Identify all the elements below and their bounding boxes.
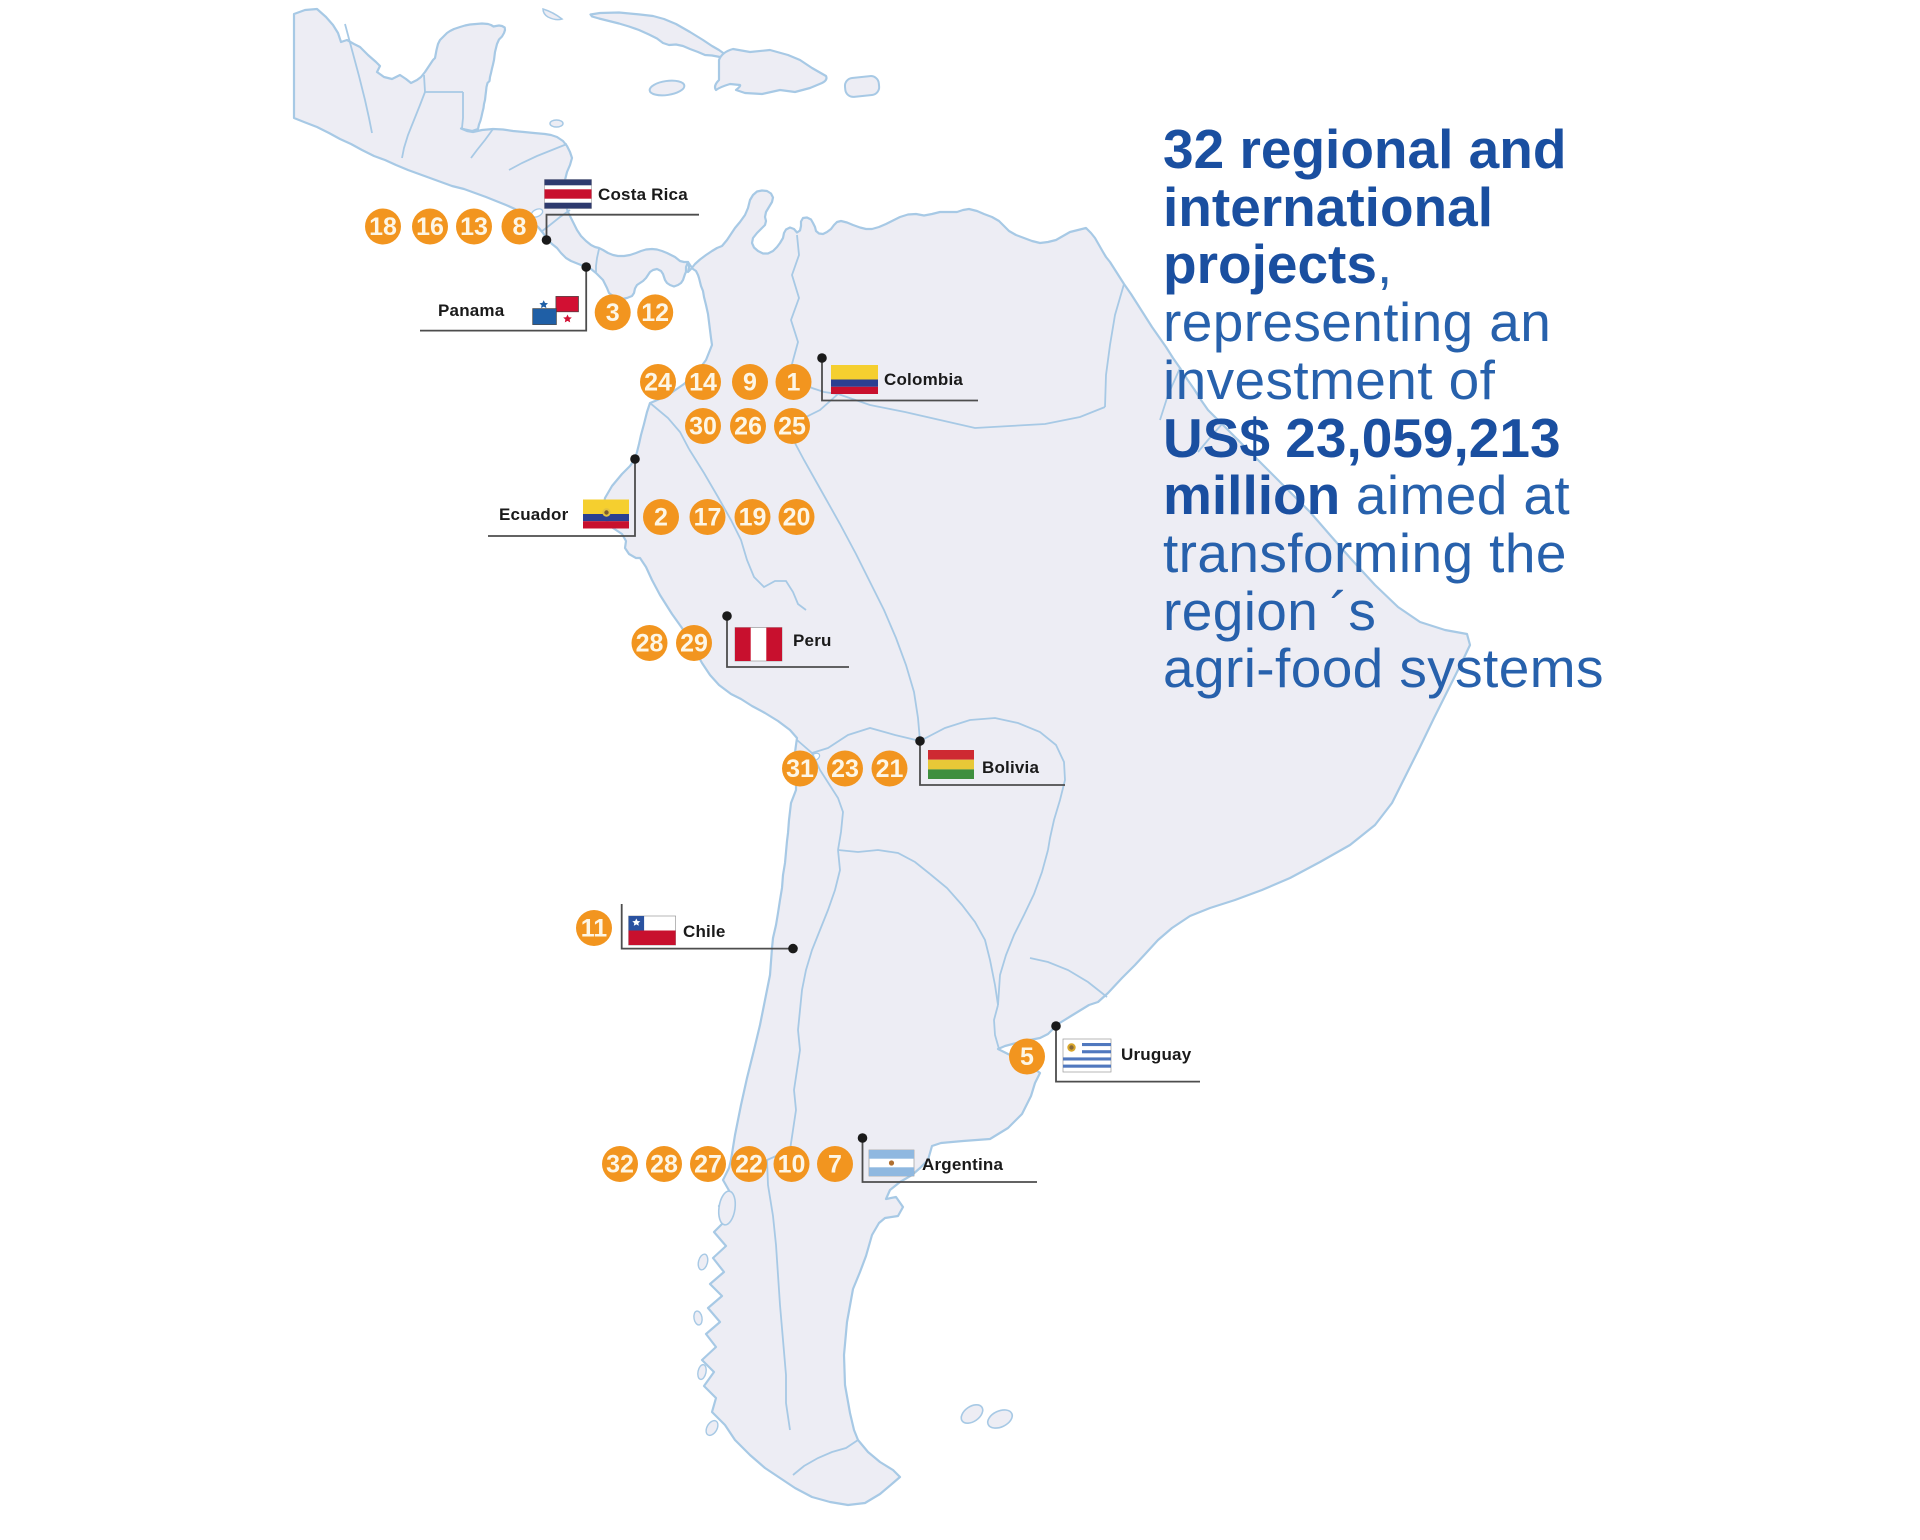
svg-text:20: 20 [783,504,811,532]
svg-text:18: 18 [369,213,397,241]
svg-text:10: 10 [778,1151,806,1179]
svg-text:Uruguay: Uruguay [1121,1045,1192,1064]
svg-text:23: 23 [831,755,859,783]
svg-text:Colombia: Colombia [884,370,963,389]
svg-text:19: 19 [739,504,767,532]
svg-text:22: 22 [735,1151,763,1179]
svg-text:3: 3 [606,299,620,327]
svg-text:11: 11 [581,915,608,943]
svg-text:Ecuador: Ecuador [499,505,569,524]
svg-text:14: 14 [689,369,717,397]
svg-text:8: 8 [513,213,527,241]
svg-text:25: 25 [778,413,806,441]
svg-text:9: 9 [743,369,757,397]
svg-text:26: 26 [734,413,762,441]
svg-text:28: 28 [650,1151,678,1179]
svg-text:Peru: Peru [793,631,832,650]
svg-text:13: 13 [460,213,488,241]
svg-text:28: 28 [636,630,664,658]
svg-text:Costa Rica: Costa Rica [598,185,688,204]
svg-text:12: 12 [641,299,669,327]
svg-text:1: 1 [787,369,801,397]
svg-text:Chile: Chile [683,922,726,941]
svg-text:31: 31 [786,755,814,783]
svg-text:29: 29 [680,630,708,658]
svg-text:30: 30 [689,413,717,441]
svg-text:21: 21 [876,755,904,783]
svg-text:2: 2 [654,504,668,532]
svg-text:16: 16 [416,213,444,241]
svg-text:Argentina: Argentina [922,1155,1003,1174]
svg-text:27: 27 [694,1151,722,1179]
svg-text:7: 7 [828,1151,842,1179]
svg-text:17: 17 [694,504,722,532]
svg-text:Bolivia: Bolivia [982,758,1039,777]
svg-text:24: 24 [644,369,672,397]
svg-text:5: 5 [1020,1043,1034,1071]
svg-text:32: 32 [606,1151,634,1179]
svg-text:Panama: Panama [438,301,505,320]
